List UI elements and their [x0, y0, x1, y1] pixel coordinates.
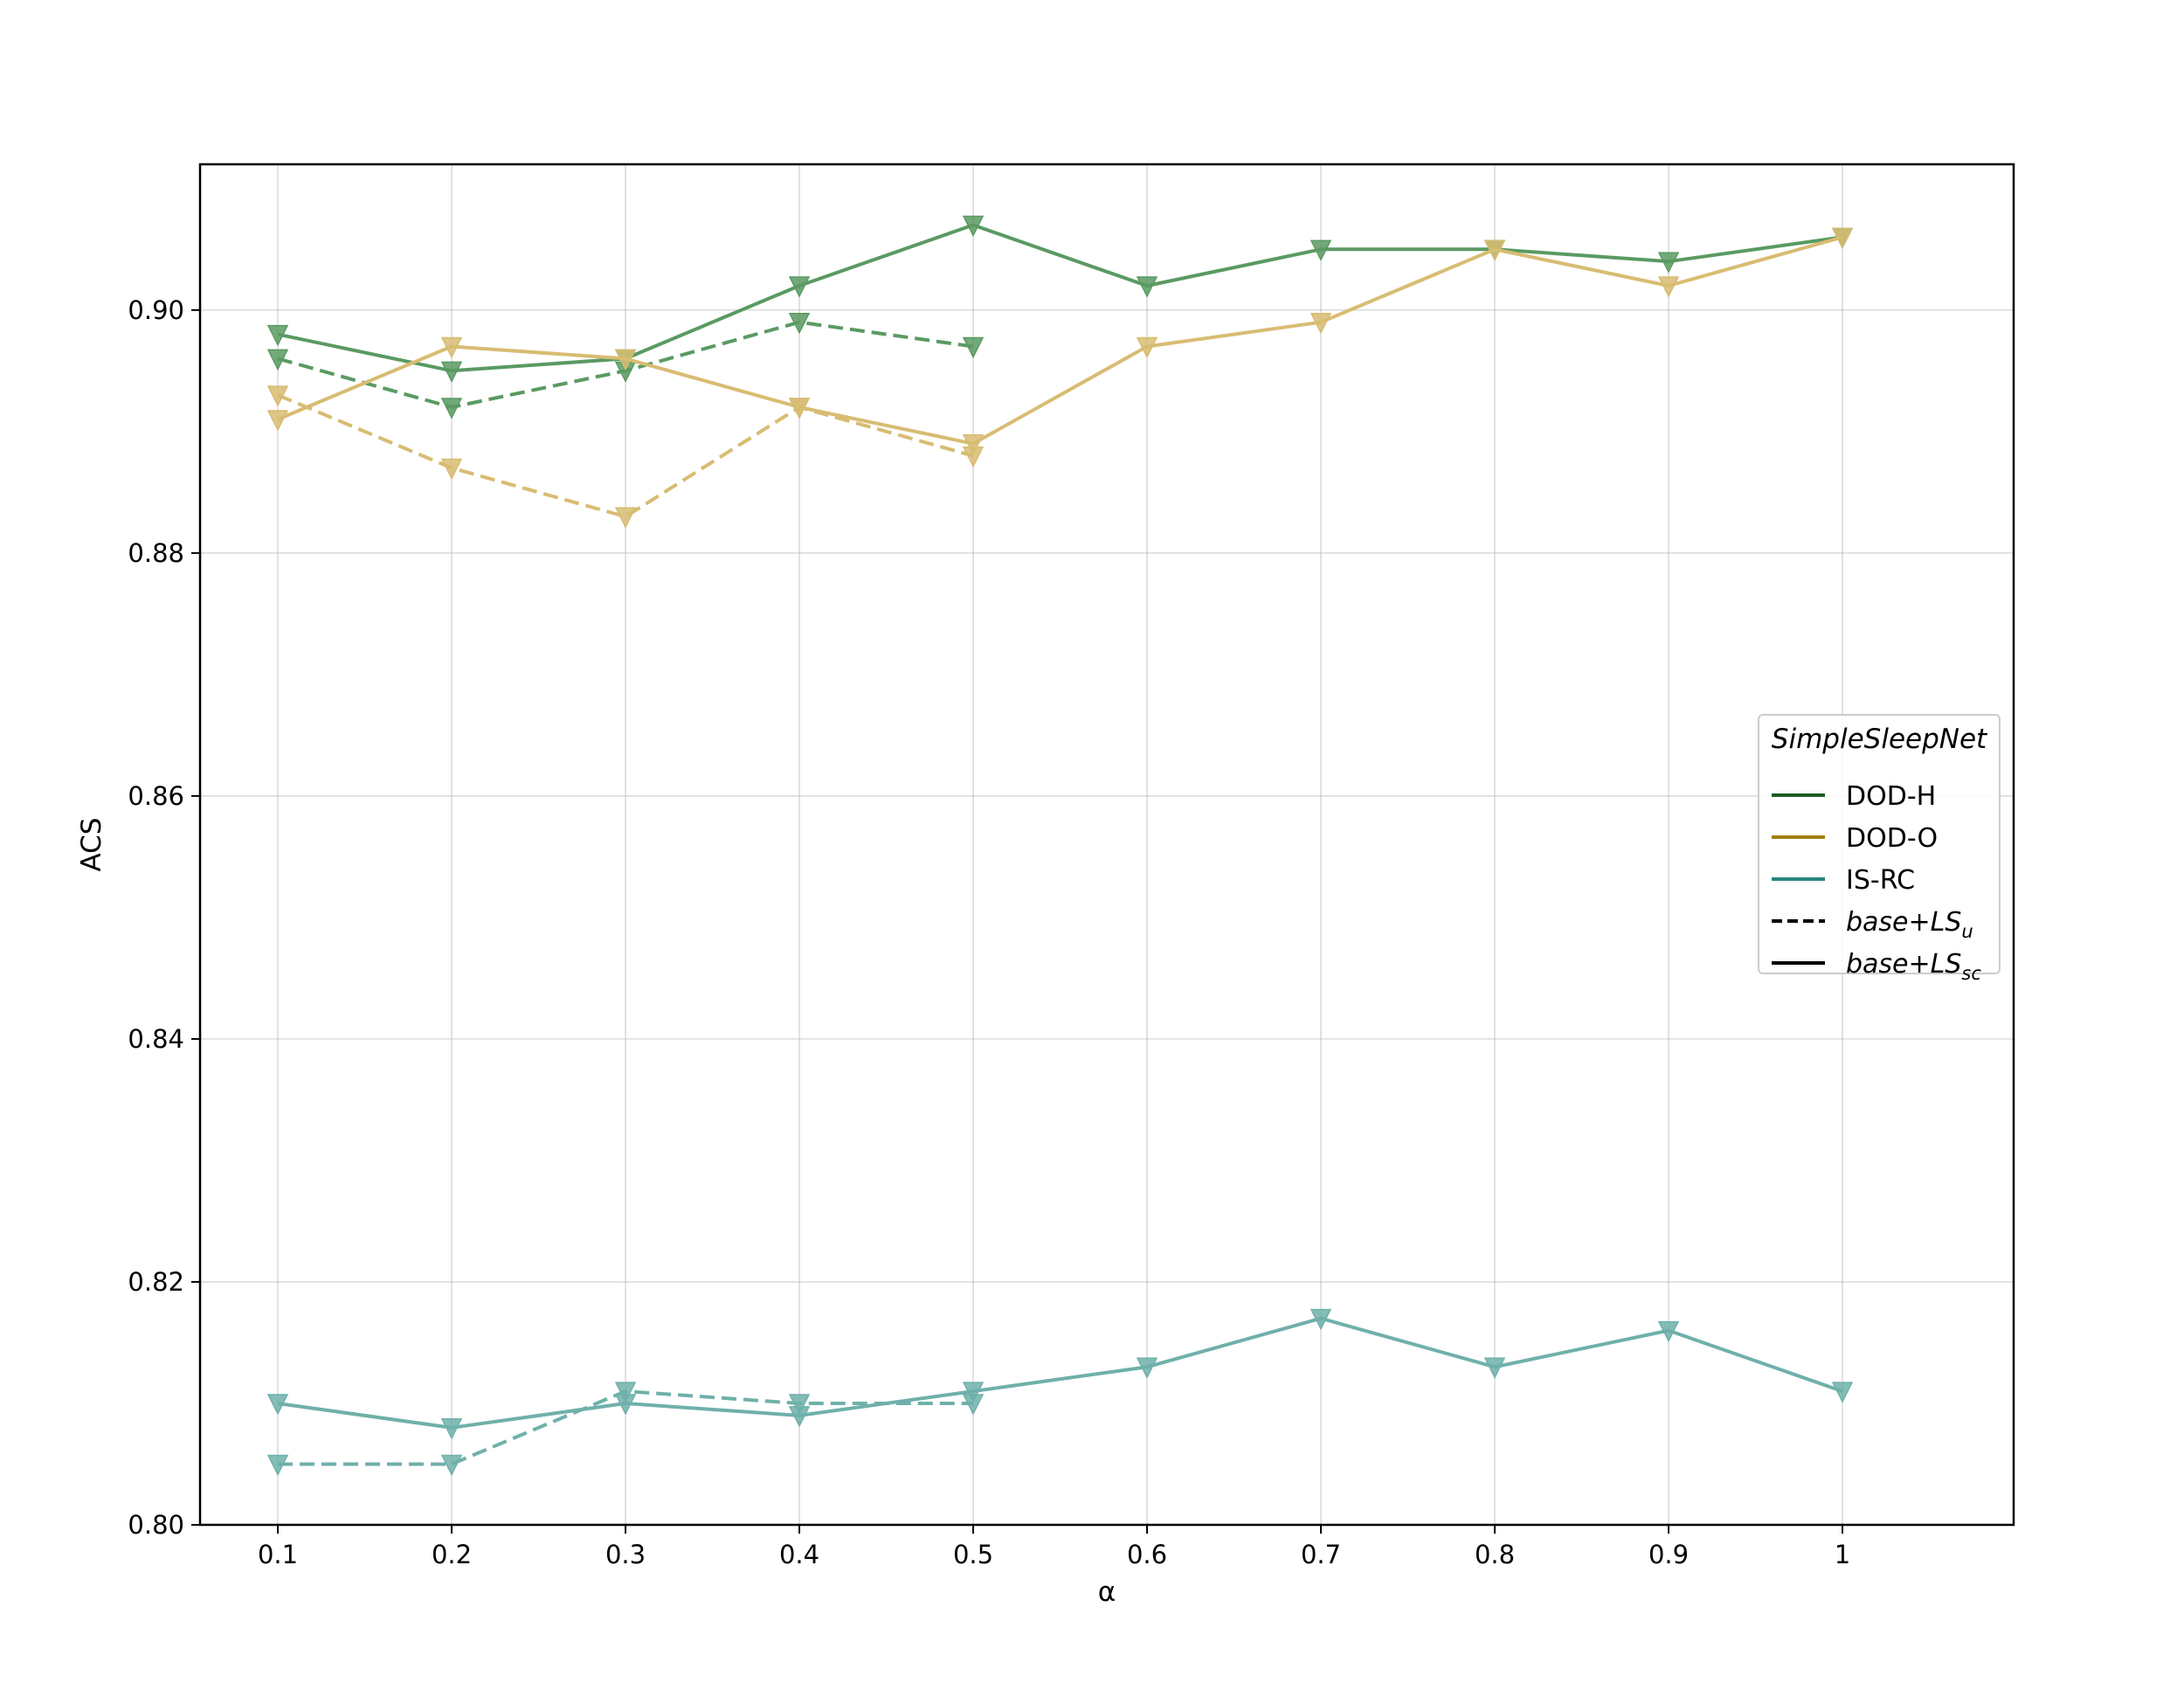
series-line-dod-o-dashed — [277, 393, 974, 519]
legend-label: DOD-H — [1846, 781, 1936, 812]
data-point-marker — [440, 458, 463, 481]
data-point-marker — [962, 1394, 985, 1416]
data-point-marker — [614, 507, 637, 529]
x-tick-label: 0.2 — [432, 1540, 472, 1569]
data-point-marker — [1657, 276, 1680, 298]
data-point-marker — [266, 1394, 289, 1416]
data-point-marker — [1310, 312, 1332, 335]
x-tick-label: 0.4 — [779, 1540, 819, 1569]
data-point-marker — [788, 1394, 811, 1416]
series-layer — [266, 215, 1854, 1477]
data-point-marker — [614, 349, 637, 371]
data-point-marker — [1483, 1357, 1506, 1379]
x-tick-label: 0.3 — [605, 1540, 646, 1569]
series-line-dod-h-solid — [277, 223, 1843, 373]
data-point-marker — [1483, 239, 1506, 261]
legend-label: DOD-O — [1846, 823, 1938, 854]
data-point-marker — [440, 398, 463, 419]
data-point-marker — [266, 385, 289, 407]
data-point-marker — [1310, 239, 1332, 261]
plot-frame — [198, 163, 2015, 1527]
data-point-marker — [1136, 276, 1158, 298]
data-point-marker — [962, 336, 985, 359]
legend-box — [1758, 714, 2001, 974]
data-point-marker — [962, 446, 985, 468]
legend-label: base+LSu — [1846, 907, 1973, 942]
y-tick-label: 0.84 — [128, 1024, 184, 1054]
legend-title: SimpleSleepNet — [1772, 724, 1988, 755]
data-point-marker — [1657, 252, 1680, 274]
data-point-marker — [266, 410, 289, 432]
data-point-marker — [440, 1418, 463, 1440]
x-axis-label: α — [1098, 1576, 1116, 1608]
x-tick-label: 0.7 — [1301, 1540, 1341, 1569]
x-tick-label: 0.9 — [1648, 1540, 1689, 1569]
data-point-marker — [788, 276, 811, 298]
data-point-marker — [962, 215, 985, 238]
data-point-marker — [1310, 1308, 1332, 1331]
x-axis: 0.1 0.2 0.3 0.4 0.5 0.6 0.7 0.8 0.9 1 — [258, 1525, 1850, 1569]
data-point-marker — [266, 324, 289, 347]
legend-entries: DOD-H DOD-O IS-RC base+LSu base+LSsc — [1772, 781, 1981, 984]
x-tick-label: 0.5 — [953, 1540, 993, 1569]
data-point-marker — [440, 336, 463, 359]
data-point-marker — [1136, 336, 1158, 359]
data-point-marker — [266, 349, 289, 371]
series-line-dod-o-solid — [277, 235, 1843, 446]
data-point-marker — [1657, 1320, 1680, 1343]
data-point-marker — [266, 1454, 289, 1477]
data-point-marker — [962, 433, 985, 456]
y-axis: 0.80 0.82 0.84 0.86 0.88 0.90 — [128, 295, 200, 1540]
x-tick-label: 1 — [1835, 1540, 1850, 1569]
legend-label: IS-RC — [1846, 865, 1915, 896]
y-tick-label: 0.90 — [128, 295, 184, 325]
y-tick-label: 0.80 — [128, 1510, 184, 1540]
y-tick-label: 0.82 — [128, 1267, 184, 1297]
y-axis-label: ACS — [76, 818, 107, 872]
y-tick-label: 0.86 — [128, 781, 184, 811]
data-point-marker — [1831, 227, 1854, 250]
x-tick-label: 0.8 — [1475, 1540, 1515, 1569]
legend-label: base+LSsc — [1846, 949, 1981, 984]
data-point-marker — [788, 312, 811, 335]
x-tick-label: 0.1 — [258, 1540, 298, 1569]
data-point-marker — [1136, 1357, 1158, 1379]
data-point-marker — [1831, 1382, 1854, 1403]
data-point-marker — [614, 1382, 637, 1403]
data-point-marker — [440, 1454, 463, 1477]
data-point-marker — [788, 398, 811, 419]
x-tick-label: 0.6 — [1127, 1540, 1167, 1569]
data-point-marker — [962, 1382, 985, 1403]
legend: SimpleSleepNet DOD-H DOD-O IS-RC base+LSu ba… — [1758, 714, 2001, 984]
series-line-is-rc-solid — [277, 1316, 1843, 1430]
y-tick-label: 0.88 — [128, 538, 184, 568]
data-point-marker — [440, 361, 463, 384]
